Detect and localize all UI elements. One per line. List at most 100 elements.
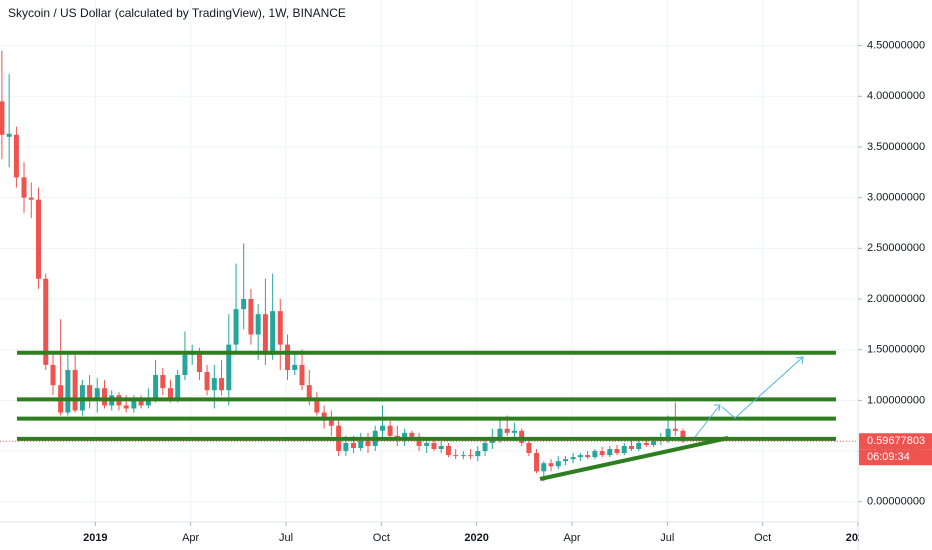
candle-body — [196, 351, 202, 372]
candle-body — [145, 398, 151, 406]
candle-body — [431, 442, 437, 450]
candle-body — [13, 134, 19, 178]
candle-body — [651, 440, 657, 445]
candle-body — [328, 420, 334, 426]
y-tick-label: 0.00000000 — [867, 496, 925, 508]
candle-body — [475, 451, 481, 457]
candle-body — [277, 311, 283, 345]
price-axis-panel — [858, 0, 932, 550]
x-tick-label: 2019 — [83, 532, 107, 544]
candle-body — [285, 344, 291, 370]
candle-body — [131, 400, 137, 409]
y-tick-label: 2.50000000 — [867, 242, 925, 254]
candle-body — [123, 405, 129, 409]
x-tick-label: Oct — [754, 532, 771, 544]
candle-body — [468, 455, 474, 457]
candle-body — [614, 449, 620, 454]
candle-body — [65, 369, 71, 413]
candle-body — [314, 398, 320, 413]
y-tick-label: 3.50000000 — [867, 141, 925, 153]
candle-body — [36, 199, 42, 279]
x-tick-label: Jul — [660, 532, 674, 544]
x-tick-label: Jul — [279, 532, 293, 544]
candle-body — [204, 371, 210, 391]
candle-body — [306, 385, 312, 399]
candle-body — [672, 428, 678, 431]
countdown-label: 06:09:34 — [867, 451, 910, 463]
candle-body — [636, 442, 642, 450]
candle-body — [160, 375, 166, 389]
candle-body — [563, 459, 569, 462]
y-tick-label: 1.50000000 — [867, 344, 925, 356]
candle-body — [438, 445, 444, 450]
candle-body — [387, 425, 393, 436]
countdown-box — [859, 449, 932, 466]
candle-body — [511, 430, 517, 433]
candle-body — [321, 412, 327, 421]
candle-body — [548, 463, 554, 467]
candle-body — [409, 432, 415, 437]
candle-body — [94, 388, 100, 401]
candle-body — [226, 344, 232, 391]
candle-body — [358, 440, 364, 449]
y-tick-label: 3.00000000 — [867, 192, 925, 204]
arrow-head — [795, 356, 804, 365]
drawings — [539, 356, 804, 481]
chart-title: Skycoin / US Dollar (calculated by Tradi… — [8, 6, 346, 20]
candle-body — [72, 369, 78, 411]
x-tick-label: 2020 — [464, 532, 488, 544]
candle-body — [255, 314, 261, 335]
candle-body — [292, 364, 298, 370]
candle-body — [219, 378, 225, 391]
candle-body — [241, 299, 247, 310]
candle-body — [482, 442, 488, 452]
candle-body — [87, 385, 93, 401]
candle-body — [21, 177, 27, 198]
candle-body — [182, 354, 188, 376]
candle-body — [350, 442, 356, 449]
candle-body — [28, 197, 34, 200]
candle-body — [175, 375, 181, 401]
candle-body — [592, 451, 598, 458]
y-tick-label: 4.00000000 — [867, 90, 925, 102]
projection-arrow — [694, 404, 721, 438]
candle-body — [416, 436, 422, 446]
candle-body — [153, 375, 159, 399]
candle-body — [504, 428, 510, 433]
y-tick-label: 2.00000000 — [867, 293, 925, 305]
last-price-box — [859, 433, 932, 450]
price-axis-cover — [859, 523, 932, 550]
candle-body — [680, 430, 686, 442]
arrow-head — [714, 404, 721, 412]
y-tick-label: 4.50000000 — [867, 40, 925, 52]
candle-body — [577, 455, 583, 458]
candle-body — [621, 445, 627, 454]
axes: 0.000000000.500000001.000000001.50000000… — [83, 40, 932, 550]
projection-arrow — [721, 356, 804, 419]
candle-body — [167, 388, 173, 401]
candle-body — [138, 400, 144, 406]
candle-body — [585, 455, 591, 458]
y-tick-label: 1.00000000 — [867, 394, 925, 406]
candle-body — [453, 455, 459, 457]
candle-body — [402, 432, 408, 439]
candle-body — [379, 425, 385, 431]
candle-body — [365, 440, 371, 446]
x-tick-label: Apr — [563, 532, 580, 544]
candle-body — [101, 388, 107, 406]
candle-body — [665, 428, 671, 439]
candle-body — [270, 311, 276, 355]
candle-body — [211, 378, 217, 391]
candle-body — [570, 457, 576, 460]
candle-body — [299, 364, 305, 386]
candle-body — [460, 455, 466, 457]
candle-body — [248, 299, 254, 335]
trend-line — [539, 436, 729, 481]
candle-body — [534, 453, 540, 472]
candle-body — [497, 428, 503, 439]
candle-body — [0, 101, 5, 135]
candle-body — [628, 445, 634, 450]
candle-body — [43, 278, 49, 365]
x-tick-label: Apr — [182, 532, 199, 544]
